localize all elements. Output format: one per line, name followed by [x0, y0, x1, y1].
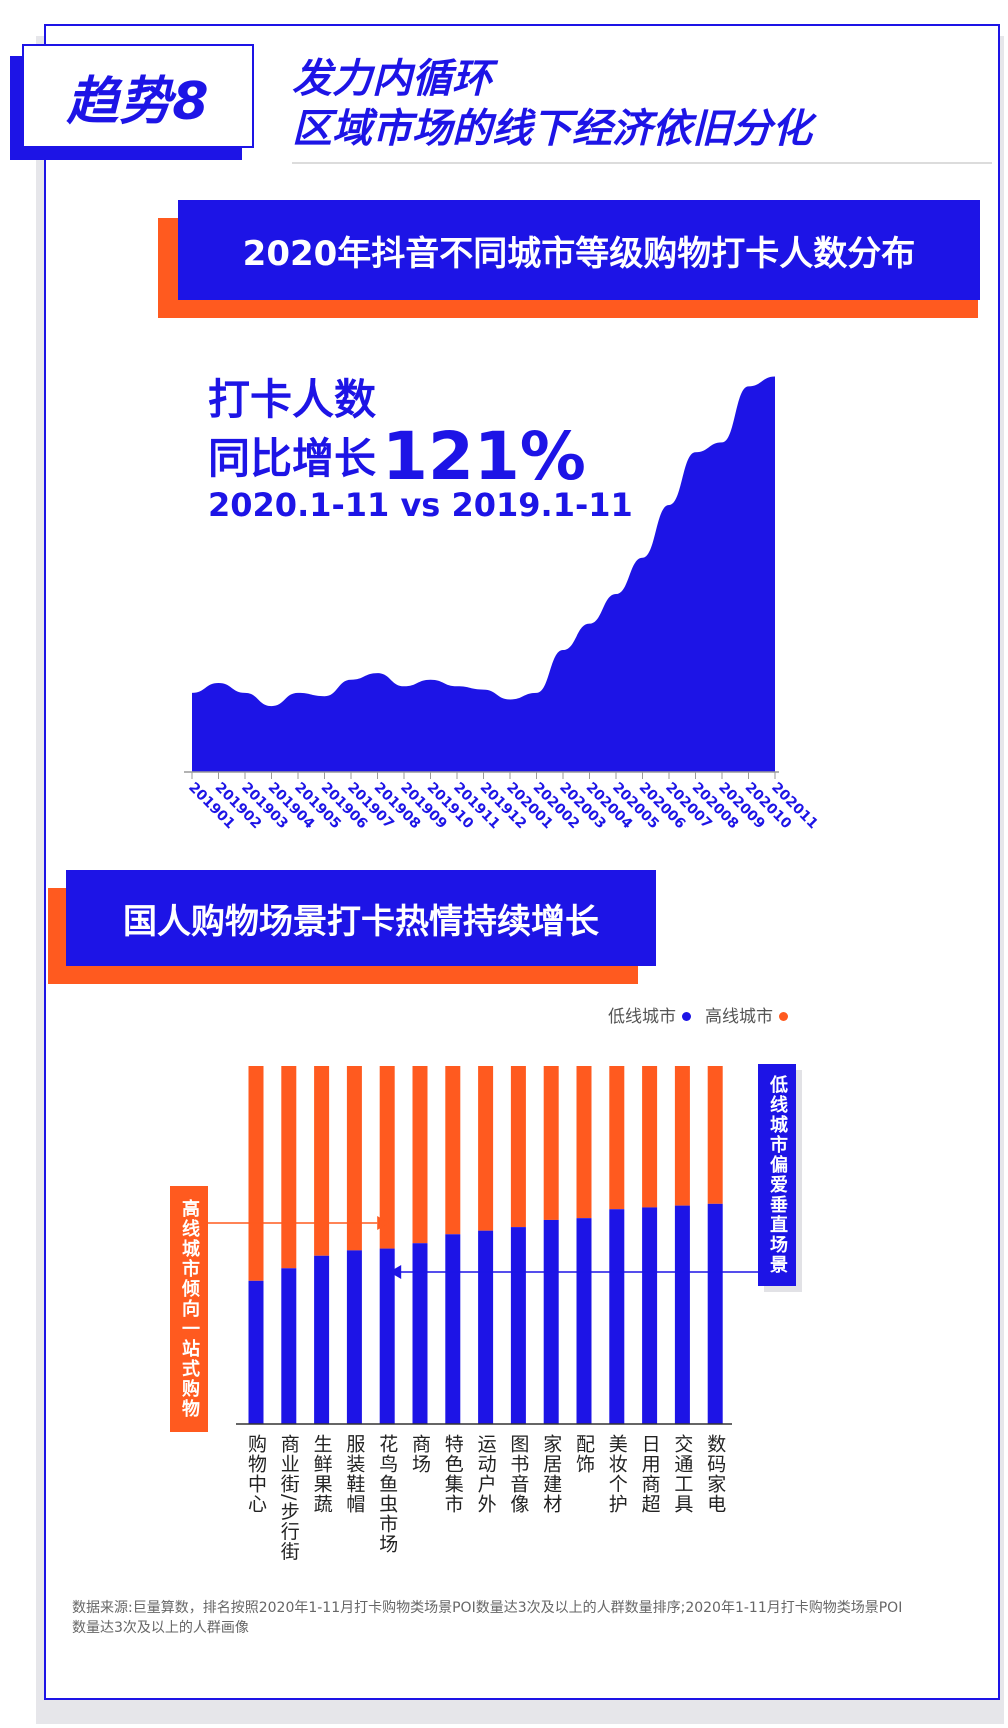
bar-high-tier — [674, 1066, 690, 1206]
category-label: 数码家电 — [704, 1434, 727, 1514]
category-label: 生鲜果蔬 — [310, 1434, 333, 1514]
banner-2: 国人购物场景打卡热情持续增长 — [66, 870, 656, 966]
category-label: 商场 — [409, 1434, 431, 1474]
banner-1-title: 2020年抖音不同城市等级购物打卡人数分布 — [242, 233, 916, 274]
low-tier-arrow-head — [389, 1265, 402, 1279]
category-label: 图书音像 — [507, 1434, 530, 1514]
high-tier-arrow-head — [377, 1216, 390, 1230]
bar-high-tier — [445, 1066, 461, 1235]
bar-high-tier — [707, 1066, 723, 1204]
trend-label: 趋势8 — [66, 71, 210, 132]
bar-low-tier — [314, 1255, 330, 1424]
growth-value: 121% — [382, 418, 586, 495]
bar-low-tier — [642, 1207, 658, 1424]
bar-high-tier — [642, 1066, 658, 1208]
growth-label-line-2: 同比增长121% — [208, 418, 586, 495]
title-line-2: 区域市场的线下经济依旧分化 — [292, 106, 812, 152]
bar-high-tier — [346, 1066, 362, 1251]
bar-low-tier — [674, 1205, 690, 1424]
high-tier-callout: 高线城市倾向一站式购物 — [170, 1186, 208, 1432]
bar-low-tier — [478, 1230, 494, 1424]
footnote: 数据来源:巨量算数，排名按照2020年1-11月打卡购物类场景POI数量达3次及… — [72, 1600, 903, 1636]
banner-2-title: 国人购物场景打卡热情持续增长 — [123, 901, 599, 942]
category-label: 家居建材 — [540, 1434, 563, 1514]
bar-high-tier — [248, 1066, 264, 1281]
category-label: 日用商超 — [638, 1434, 661, 1514]
bar-high-tier — [379, 1066, 395, 1249]
legend-low-tier: 低线城市 — [608, 1007, 676, 1027]
category-label: 运动户外 — [474, 1434, 497, 1514]
page-title: 发力内循环 区域市场的线下经济依旧分化 — [292, 54, 812, 154]
growth-label-line-1: 打卡人数 — [208, 375, 377, 424]
trend-badge: 趋势8 — [22, 44, 254, 148]
bar-high-tier — [543, 1066, 559, 1220]
bar-high-tier — [510, 1066, 526, 1228]
category-label: 服装鞋帽 — [343, 1434, 366, 1514]
bar-low-tier — [248, 1280, 264, 1424]
growth-period: 2020.1-11 vs 2019.1-11 — [208, 486, 633, 524]
bar-low-tier — [707, 1203, 723, 1424]
bar-low-tier — [445, 1234, 461, 1424]
category-label: 购物中心 — [245, 1434, 267, 1514]
legend: 低线城市 高线城市 — [608, 1002, 802, 1027]
title-line-1: 发力内循环 — [292, 56, 492, 102]
bar-high-tier — [478, 1066, 494, 1231]
bar-low-tier — [576, 1218, 592, 1424]
low-tier-callout: 低线城市偏爱垂直场景 — [758, 1064, 796, 1286]
bar-low-tier — [412, 1243, 428, 1424]
bar-high-tier — [314, 1066, 330, 1256]
bar-low-tier — [379, 1248, 395, 1424]
low-tier-callout-text: 低线城市偏爱垂直场景 — [767, 1075, 788, 1275]
bar-low-tier — [609, 1209, 625, 1424]
area-series — [192, 376, 775, 772]
bar-high-tier — [281, 1066, 297, 1269]
bar-low-tier — [346, 1250, 362, 1424]
bar-high-tier — [412, 1066, 428, 1244]
bar-high-tier — [576, 1066, 592, 1219]
area-chart: 2019012019022019032019042019052019062019… — [184, 376, 821, 832]
category-label: 商业街/步行街 — [277, 1434, 300, 1562]
legend-high-dot — [779, 1012, 788, 1021]
banner-1: 2020年抖音不同城市等级购物打卡人数分布 — [178, 200, 980, 300]
category-label: 美妆个护 — [605, 1434, 628, 1514]
category-label: 特色集市 — [441, 1434, 464, 1514]
high-tier-callout-text: 高线城市倾向一站式购物 — [179, 1199, 200, 1419]
bar-low-tier — [543, 1219, 559, 1424]
legend-high-tier: 高线城市 — [705, 1007, 773, 1027]
category-label: 交通工具 — [671, 1434, 694, 1514]
bar-high-tier — [609, 1066, 625, 1210]
category-label: 花鸟鱼虫市场 — [376, 1434, 399, 1554]
header-divider — [292, 162, 992, 164]
category-label: 配饰 — [573, 1434, 595, 1474]
growth-prefix: 同比增长 — [208, 434, 377, 483]
bar-low-tier — [281, 1268, 297, 1424]
legend-low-dot — [682, 1012, 691, 1021]
bar-low-tier — [510, 1227, 526, 1424]
